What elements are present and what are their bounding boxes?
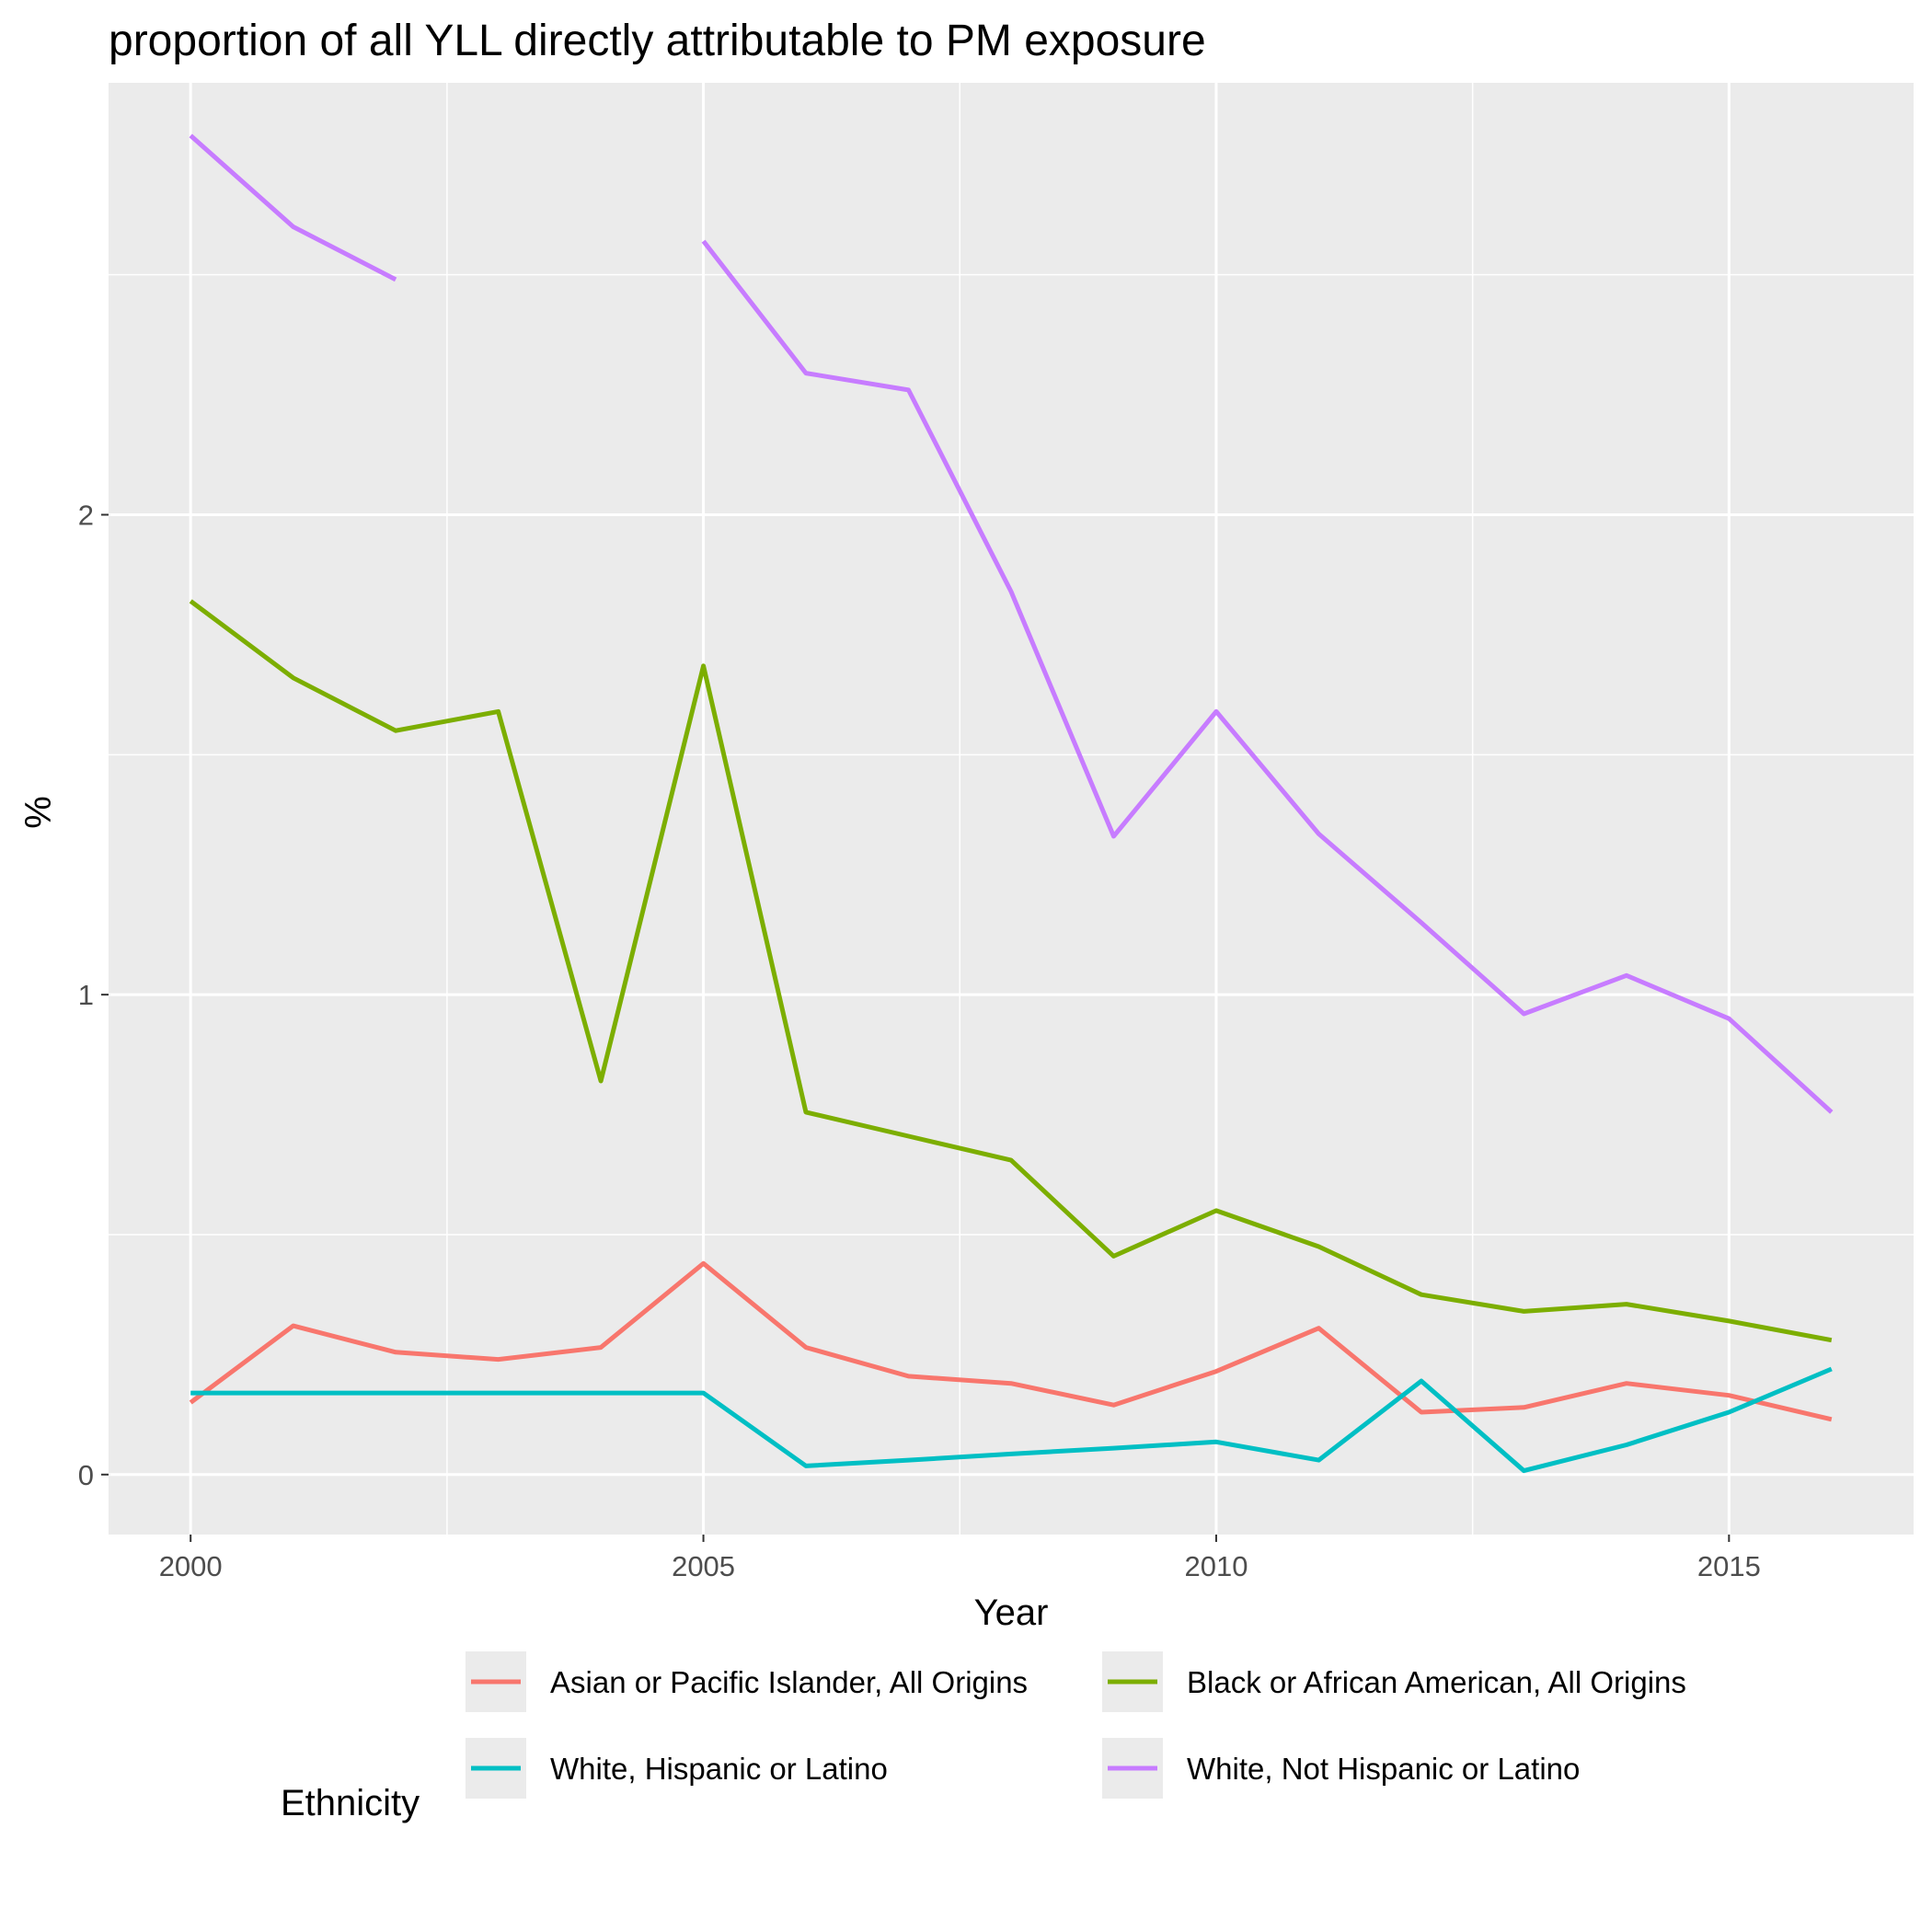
y-axis: 0 1 2 <box>78 499 109 1491</box>
y-tick-label: 1 <box>78 979 94 1011</box>
series-line-3 <box>189 133 397 282</box>
x-axis-title: Year <box>974 1593 1049 1633</box>
legend-label: Asian or Pacific Islander, All Origins <box>550 1665 1028 1699</box>
x-tick-label: 2015 <box>1697 1550 1761 1582</box>
legend-label: White, Hispanic or Latino <box>550 1752 888 1786</box>
legend-label: White, Not Hispanic or Latino <box>1187 1752 1580 1786</box>
x-tick-label: 2005 <box>672 1550 735 1582</box>
x-tick-label: 2010 <box>1184 1550 1248 1582</box>
x-tick-label: 2000 <box>159 1550 223 1582</box>
series-line-1 <box>189 599 1833 1343</box>
y-tick-label: 0 <box>78 1459 94 1491</box>
plot-panel <box>109 83 1914 1535</box>
y-axis-title: % <box>18 796 59 829</box>
y-tick-label: 2 <box>78 499 94 531</box>
series-line-2 <box>190 1366 1833 1474</box>
legend-label: Black or African American, All Origins <box>1187 1665 1686 1699</box>
legend-items: Asian or Pacific Islander, All Origins Bl… <box>464 1650 1686 1800</box>
legend: Ethnicity Asian or Pacific Islander, All… <box>281 1650 1686 1823</box>
series-lines <box>189 133 1834 1474</box>
grid-minor <box>109 83 1914 1535</box>
legend-title: Ethnicity <box>281 1783 420 1823</box>
series-line-0 <box>189 1260 1833 1422</box>
series-line-3 <box>701 239 1834 1114</box>
x-axis: 2000 2005 2010 2015 <box>159 1535 1761 1582</box>
chart-title: proportion of all YLL directly attributa… <box>109 17 1206 65</box>
grid-major <box>109 83 1914 1535</box>
